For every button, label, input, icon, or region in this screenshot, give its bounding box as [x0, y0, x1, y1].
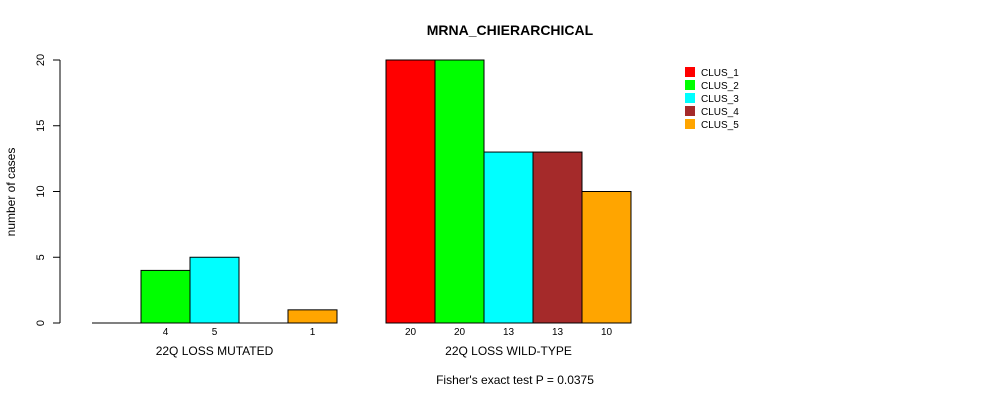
bar-value-label: 20 [405, 327, 417, 338]
bar-value-label: 13 [503, 327, 515, 338]
legend: CLUS_1 CLUS_2 CLUS_3 CLUS_4 CLUS_5 [685, 67, 739, 131]
legend-swatch [685, 93, 695, 103]
footnote: Fisher's exact test P = 0.0375 [436, 373, 594, 387]
category-labels: 22Q LOSS MUTATED 22Q LOSS WILD-TYPE [156, 344, 572, 358]
y-tick-label: 10 [35, 185, 47, 197]
bar-value-label: 13 [552, 327, 564, 338]
legend-label: CLUS_5 [701, 120, 739, 131]
bar-clus-4 [532, 151, 583, 324]
y-tick-label: 15 [35, 120, 47, 132]
y-tick-label: 20 [35, 54, 47, 66]
category-label: 22Q LOSS WILD-TYPE [445, 344, 572, 358]
bar-clus-3 [483, 151, 534, 324]
bars-group: 4 5 1 20 20 13 13 10 [92, 59, 632, 338]
bar-clus-2 [140, 269, 191, 324]
bar-value-label: 1 [310, 327, 316, 338]
bar-clus-3 [189, 256, 240, 324]
legend-swatch [685, 80, 695, 90]
legend-label: CLUS_1 [701, 68, 739, 79]
legend-label: CLUS_2 [701, 81, 739, 92]
y-axis: 0 5 10 15 20 [35, 54, 61, 326]
y-tick-label: 0 [35, 320, 47, 326]
legend-swatch [685, 67, 695, 77]
bar-value-label: 20 [454, 327, 466, 338]
chart-title: MRNA_CHIERARCHICAL [427, 22, 594, 38]
bar-clus-1 [385, 59, 436, 324]
bar-clus-2 [434, 59, 485, 324]
legend-label: CLUS_3 [701, 94, 739, 105]
bar-value-label: 10 [601, 327, 613, 338]
y-axis-label: number of cases [4, 148, 18, 237]
legend-label: CLUS_4 [701, 107, 739, 118]
bar-clus-5 [287, 309, 338, 324]
bar-clus-5 [581, 191, 632, 324]
y-tick-label: 5 [35, 254, 47, 260]
bar-value-label: 4 [163, 327, 169, 338]
legend-swatch [685, 106, 695, 116]
category-label: 22Q LOSS MUTATED [156, 344, 274, 358]
legend-swatch [685, 119, 695, 129]
bar-value-label: 5 [212, 327, 218, 338]
